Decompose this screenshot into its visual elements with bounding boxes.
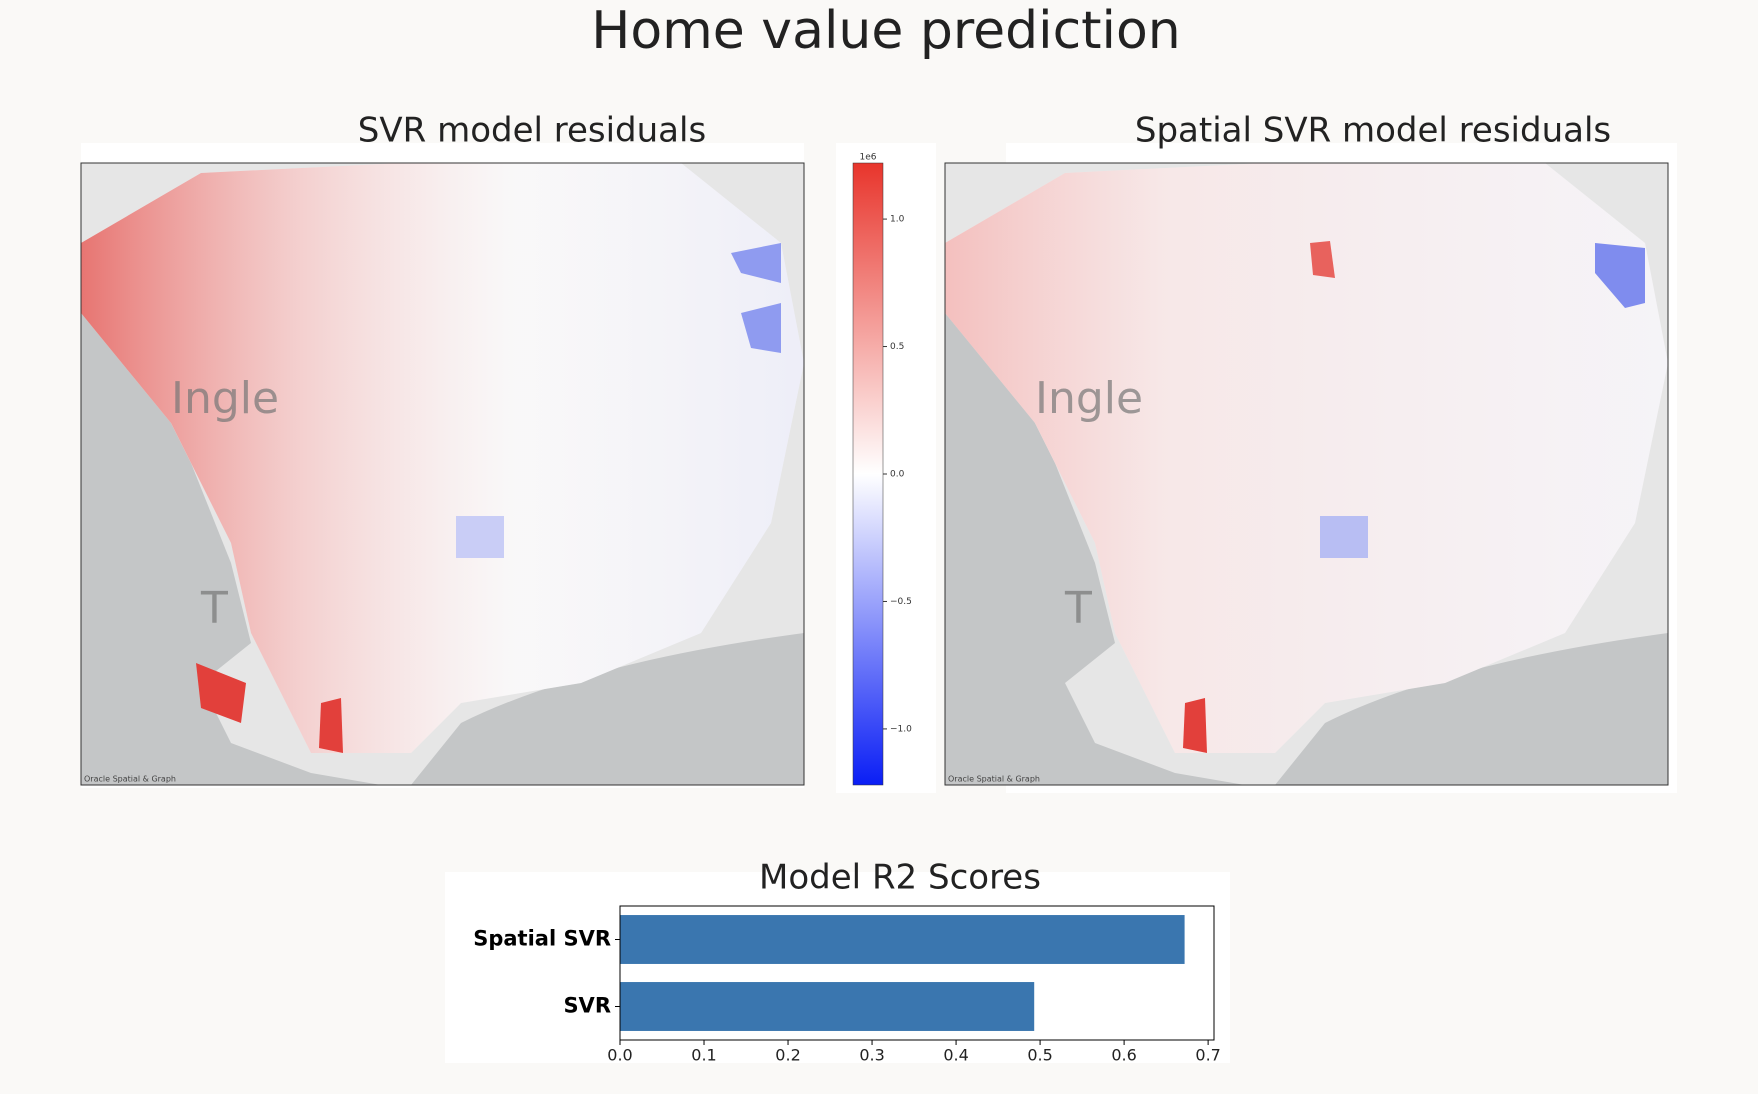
x-tick-label: 0.0 bbox=[607, 1046, 632, 1065]
map-panel: Spatial SVR model residuals Ingle T Orac… bbox=[944, 111, 1677, 793]
map-attribution: Oracle Spatial & Graph bbox=[84, 775, 176, 784]
map-panel: SVR model residuals Ingle T Oracle Spati… bbox=[80, 111, 805, 788]
y-tick-label: Spatial SVR bbox=[473, 927, 611, 951]
place-label: Ingle bbox=[171, 373, 279, 424]
map-title: Spatial SVR model residuals bbox=[1135, 111, 1611, 151]
map-attribution: Oracle Spatial & Graph bbox=[948, 775, 1040, 784]
bar-chart: Model R2 Scores Spatial SVR SVR 0.0 0.1 0.2 0… bbox=[445, 858, 1230, 1065]
plot-frame bbox=[619, 905, 1215, 1041]
colorbar: 1e6 1.0 0.5 0.0 −0.5 −1.0 bbox=[836, 143, 936, 793]
page-title: Home value prediction bbox=[591, 1, 1181, 61]
colorbar-gradient bbox=[852, 162, 884, 786]
colorbar-tick-label: −0.5 bbox=[890, 597, 912, 607]
place-label: T bbox=[200, 583, 228, 634]
colorbar-tick-label: −1.0 bbox=[890, 724, 912, 734]
x-tick-label: 0.4 bbox=[943, 1046, 968, 1065]
place-label: T bbox=[1064, 583, 1092, 634]
colorbar-tick-label: 0.5 bbox=[890, 342, 904, 352]
colorbar-tick-label: 0.0 bbox=[890, 470, 905, 480]
x-tick-label: 0.5 bbox=[1027, 1046, 1052, 1065]
colorbar-tick-label: 1.0 bbox=[890, 215, 905, 225]
y-tick-label: SVR bbox=[563, 994, 611, 1018]
x-tick-label: 0.3 bbox=[859, 1046, 884, 1065]
colorbar-multiplier: 1e6 bbox=[860, 153, 877, 163]
place-label: Ingle bbox=[1035, 373, 1143, 424]
x-tick-label: 0.6 bbox=[1111, 1046, 1136, 1065]
bar bbox=[620, 982, 1035, 1031]
x-tick-label: 0.2 bbox=[775, 1046, 800, 1065]
x-tick-label: 0.7 bbox=[1195, 1046, 1220, 1065]
map: Ingle T Oracle Spatial & Graph bbox=[80, 162, 805, 786]
chart-title: Model R2 Scores bbox=[759, 858, 1041, 898]
map-title: SVR model residuals bbox=[358, 111, 706, 151]
bar bbox=[620, 915, 1185, 964]
map: Ingle T Oracle Spatial & Graph bbox=[944, 162, 1669, 786]
x-tick-label: 0.1 bbox=[691, 1046, 716, 1065]
